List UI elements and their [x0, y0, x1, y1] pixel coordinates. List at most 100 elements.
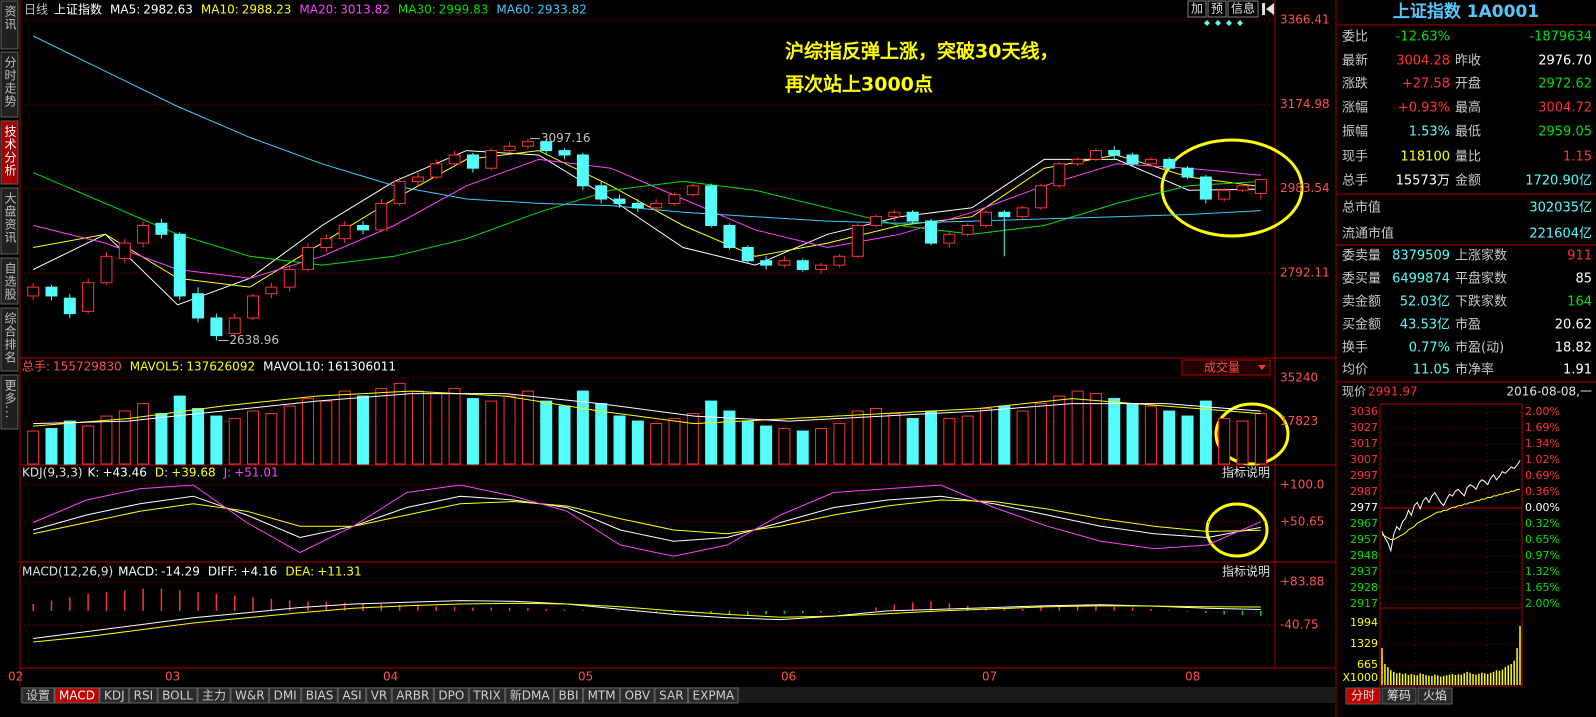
sidebar-tab[interactable]: [0, 187, 19, 255]
quote-label: 委买量: [1342, 272, 1381, 287]
volume-bar: [302, 398, 315, 465]
indicator-label: MACD:: [118, 565, 158, 579]
intraday-price: 2991.97: [1368, 385, 1418, 399]
quote-value: 2959.05: [1538, 125, 1592, 140]
help-link[interactable]: 指标说明: [1222, 564, 1270, 579]
candle-body: [265, 286, 278, 295]
indicator-tab[interactable]: 设置: [21, 687, 55, 704]
tab-label: MACD: [59, 689, 95, 703]
volume-bar: [723, 410, 736, 465]
indicator-tab[interactable]: MTM: [583, 687, 621, 704]
indicator-tab[interactable]: DMI: [269, 687, 302, 704]
tab-label: ARBR: [396, 689, 429, 703]
macd-line: [33, 600, 1261, 639]
candle-body: [613, 198, 626, 204]
help-link[interactable]: 指标说明: [1222, 465, 1270, 480]
indicator-tab[interactable]: BOLL: [157, 687, 198, 704]
sidebar-tab[interactable]: [0, 120, 19, 185]
tab-label: W&R: [235, 689, 265, 703]
sidebar-tab[interactable]: [0, 307, 19, 372]
sidebar-tab-label[interactable]: 大盘资讯: [3, 192, 17, 244]
indicator-label: MAVOL5:: [130, 360, 184, 374]
indicator-tab[interactable]: ASI: [337, 687, 367, 704]
candle-body: [118, 242, 131, 260]
volume-bar: [870, 408, 883, 465]
tab-label: 筹码: [1387, 689, 1411, 703]
candle-body: [320, 238, 333, 248]
indicator-tab[interactable]: BIAS: [301, 687, 338, 704]
tab-frame: [230, 687, 270, 704]
candle-body: [705, 185, 718, 226]
sidebar-tab-label[interactable]: 更多...: [3, 379, 17, 419]
candle-body: [961, 224, 974, 235]
indicator-tab[interactable]: 主力: [197, 687, 231, 704]
tab-frame: [554, 687, 584, 704]
pct-tick-label: 0.97%: [1525, 549, 1560, 562]
sidebar-tab[interactable]: [0, 374, 19, 430]
indicator-tab[interactable]: RSI: [129, 687, 158, 704]
y-tick-label: 2983.54: [1280, 181, 1330, 195]
quote-value: 6499874: [1392, 272, 1450, 287]
y-tick-label: 2967: [1350, 517, 1378, 530]
indicator-tab[interactable]: VR: [366, 687, 392, 704]
sidebar-tab-label[interactable]: 资讯: [3, 5, 17, 31]
candle-body: [45, 286, 58, 297]
indicator-tab[interactable]: EXPMA: [688, 687, 739, 704]
y-tick-label: 2917: [1350, 597, 1378, 610]
toolbar-button[interactable]: 预: [1207, 0, 1227, 18]
indicator-tab[interactable]: TRIX: [468, 687, 506, 704]
volume-bar: [1126, 403, 1139, 465]
indicator-value: 2982.63: [143, 3, 193, 17]
indicator-tab[interactable]: W&R: [230, 687, 270, 704]
volume-bar: [1144, 405, 1157, 465]
y-tick-label: 3036: [1350, 405, 1378, 418]
candle-body: [1254, 179, 1267, 194]
indicator-selector[interactable]: 成交量: [1181, 359, 1271, 376]
indicator-tab[interactable]: KDJ: [99, 687, 130, 704]
sidebar-tab[interactable]: [0, 257, 19, 305]
indicator-label: 总手:: [22, 360, 50, 374]
candle-body: [1163, 158, 1176, 169]
intraday-average-line: [1381, 488, 1520, 540]
indicator-tab[interactable]: 新DMA: [505, 687, 555, 704]
indicator-tab[interactable]: BBI: [554, 687, 584, 704]
period-label: 日线: [24, 3, 48, 17]
candle-body: [192, 293, 205, 319]
pct-tick-label: 1.02%: [1525, 453, 1560, 466]
volume-bar: [668, 418, 681, 465]
tab-frame: [654, 687, 689, 704]
x-tick-label: 02: [8, 670, 23, 684]
sidebar-tab[interactable]: [0, 51, 19, 118]
tab-frame: [1381, 687, 1417, 705]
sidebar-tab-label[interactable]: 技术分析: [3, 125, 17, 177]
intraday-tab[interactable]: 火焰: [1417, 687, 1453, 705]
selector-label: 成交量: [1204, 360, 1240, 375]
highlight-circles: [1160, 138, 1304, 558]
intraday-tab[interactable]: 筹码: [1381, 687, 1417, 705]
indicator-value: 161306011: [327, 360, 396, 374]
sidebar-tab-label[interactable]: 自选股: [3, 262, 17, 301]
candle-body: [870, 216, 883, 226]
indicator-tab[interactable]: ARBR: [391, 687, 434, 704]
tab-frame: [54, 687, 100, 704]
intraday-tab[interactable]: 分时: [1345, 687, 1381, 705]
candle-body: [833, 255, 846, 266]
sidebar-tab-label[interactable]: 分时走势: [3, 56, 17, 108]
toolbar-button-frame: [1187, 0, 1207, 18]
volume-bar: [448, 388, 461, 465]
indicator-tab[interactable]: SAR: [654, 687, 689, 704]
volume-bar: [265, 413, 278, 465]
toolbar-button[interactable]: 加: [1187, 0, 1207, 18]
volume-bar: [650, 423, 663, 465]
volume-bar: [631, 420, 644, 465]
sidebar-tab-label[interactable]: 综合排名: [3, 312, 17, 364]
toolbar-button[interactable]: 信息: [1227, 0, 1259, 18]
indicator-tab[interactable]: OBV: [620, 687, 655, 704]
sidebar-tab[interactable]: [0, 0, 19, 50]
indicator-tab[interactable]: DPO: [433, 687, 469, 704]
candle-body: [1034, 185, 1047, 209]
quote-value: 85: [1575, 272, 1592, 287]
callout-line: 沪综指反弹上涨，突破30天线，: [785, 40, 1058, 63]
indicator-tab[interactable]: MACD: [54, 687, 100, 704]
tab-label: MTM: [588, 689, 616, 703]
